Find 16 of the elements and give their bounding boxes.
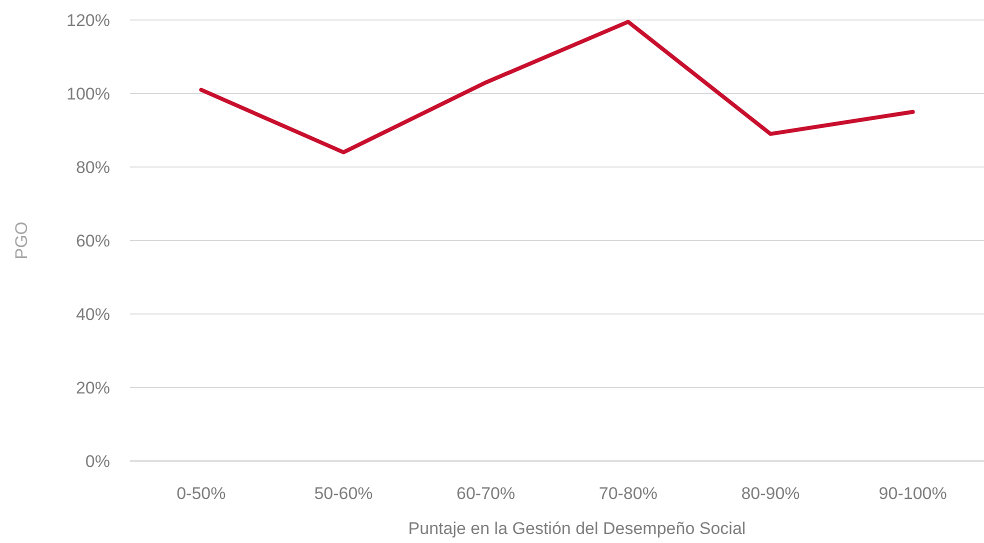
y-tick-label: 100% — [66, 84, 110, 104]
y-tick-label: 0% — [85, 452, 110, 471]
x-tick-label: 0-50% — [176, 484, 226, 503]
y-tick-label: 120% — [66, 10, 110, 30]
x-tick-label: 70-80% — [598, 484, 658, 503]
x-tick-label: 60-70% — [456, 484, 516, 503]
x-axis-title: Puntaje en la Gestión del Desempeño Social — [408, 519, 746, 538]
line-series — [199, 20, 915, 154]
y-tick-label: 60% — [76, 231, 110, 250]
y-tick-label: 20% — [76, 378, 110, 398]
x-tick-label: 50-60% — [314, 484, 373, 503]
x-tick-label: 90-100% — [878, 484, 947, 503]
y-tick-label: 40% — [76, 304, 110, 324]
x-tick-label: 80-90% — [741, 484, 800, 503]
y-tick-label: 80% — [76, 158, 110, 177]
y-axis-title: PGO — [12, 222, 31, 260]
